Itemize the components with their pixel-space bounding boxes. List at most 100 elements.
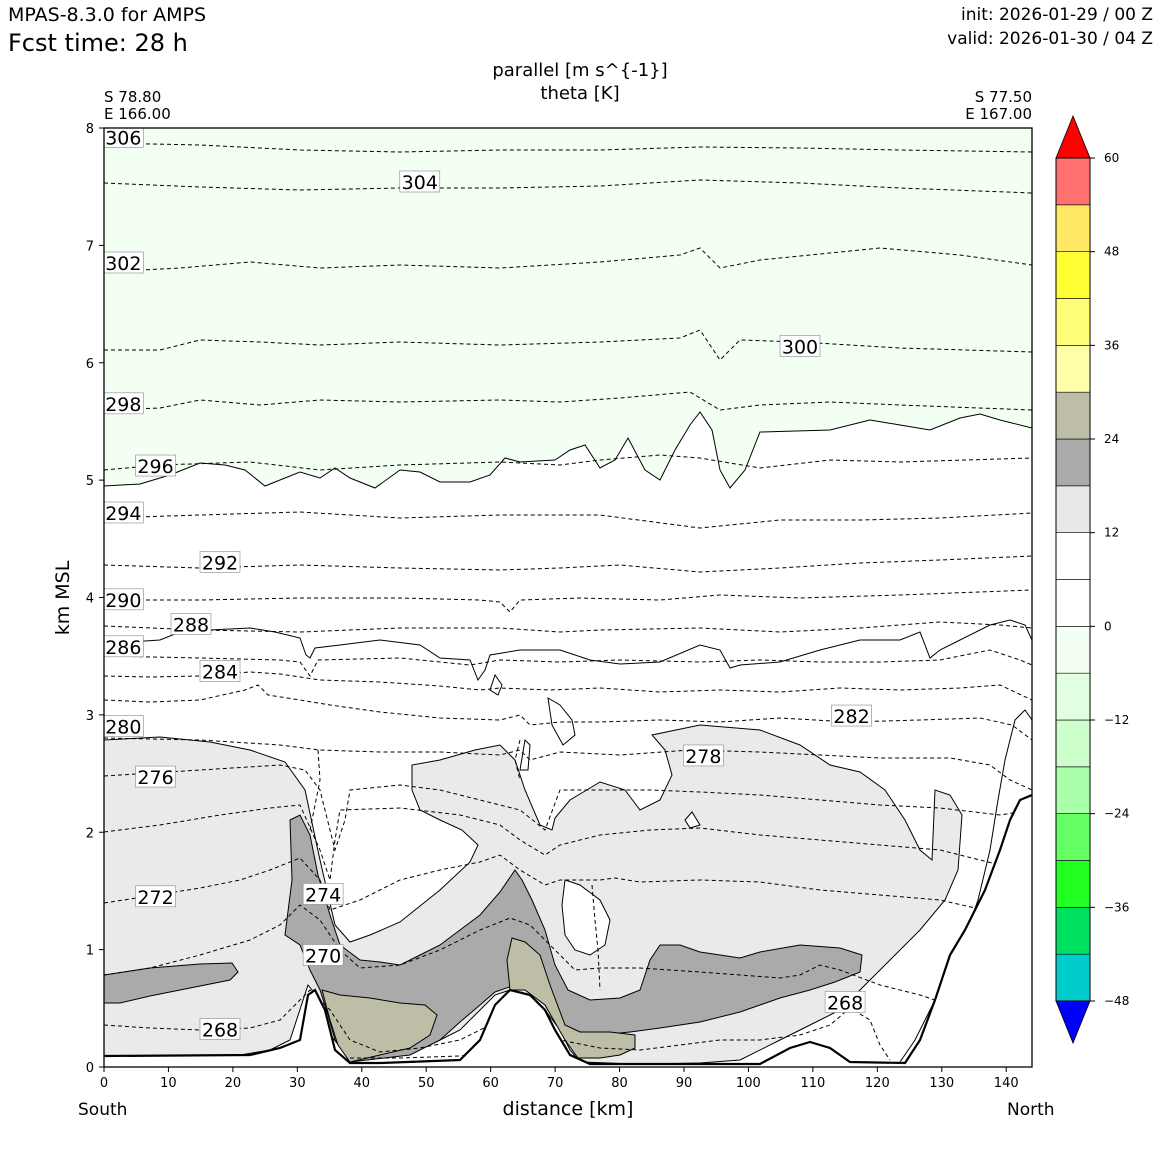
svg-text:280: 280 [105,717,141,739]
theta-contour-label: 284 [199,660,241,683]
svg-text:282: 282 [833,706,869,728]
x-tick-label: 140 [994,1076,1019,1091]
y-tick-label: 1 [86,944,94,959]
colorbar-segment [1055,157,1091,206]
svg-text:272: 272 [137,887,173,909]
end-lat: S 77.50 [974,88,1032,106]
svg-text:270: 270 [305,945,341,967]
zero-contour-mid [104,619,1032,682]
svg-text:274: 274 [305,884,341,906]
colorbar-tick-label: 0 [1104,619,1112,633]
y-axis: 0 1 2 3 4 5 6 7 8 [86,122,104,1076]
theta-contour-label: 276 [135,765,176,789]
y-tick-label: 6 [86,357,94,372]
init-time: init: 2026-01-29 / 00 Z [960,5,1153,25]
theta-contour-label: 294 [104,501,144,525]
colorbar-max-extend [1055,114,1091,159]
colorbar-segment [1055,438,1091,487]
x-tick-label: 50 [418,1076,435,1091]
colorbar-segment [1055,719,1091,768]
svg-text:302: 302 [105,253,141,275]
y-tick-label: 3 [86,709,94,724]
colorbar-tick-label: 12 [1104,526,1119,540]
terrain-outline [104,793,1032,1066]
x-axis: 0 10 20 30 40 50 60 70 80 90 100 110 120 130 140 [100,1067,1019,1091]
end-lon: E 167.00 [965,105,1032,123]
svg-text:288: 288 [173,614,209,636]
start-lat: S 78.80 [104,88,162,106]
svg-text:294: 294 [105,503,141,525]
y-tick-label: 5 [86,474,94,489]
theta-contour-label: 306 [104,128,144,149]
theta-contour-label: 292 [199,550,241,574]
south-label: South [78,1100,128,1120]
plot-area: 306 304 302 300 298 296 294 292 290 288 286 284 282 2… [104,128,1032,1067]
colorbar-segment [1055,251,1091,299]
colorbar-frame [1055,157,1091,1002]
colorbar-segment [1055,298,1091,346]
svg-text:268: 268 [202,1019,238,1041]
colorbar-segment [1055,626,1091,674]
shade-negative-weak [104,128,1032,488]
x-tick-label: 130 [929,1076,954,1091]
hole-3 [684,811,701,829]
x-tick-label: 0 [100,1076,108,1091]
theta-contour-label: 278 [683,744,724,768]
shade-positive-strong-2 [506,937,636,1059]
x-tick-label: 40 [354,1076,371,1091]
x-tick-label: 60 [482,1076,499,1091]
chart-title-line2: theta [K] [540,83,620,104]
theta-contour-label: 298 [104,392,144,416]
shade-positive-moderate [104,962,239,1004]
x-tick-label: 30 [289,1076,306,1091]
theta-contour-label: 296 [135,454,176,478]
svg-text:298: 298 [105,394,141,416]
svg-text:268: 268 [827,992,863,1014]
colorbar-tick-label: 60 [1104,151,1119,165]
theta-contour-label: 282 [831,704,872,728]
x-tick-label: 120 [865,1076,890,1091]
theta-contour-label: 280 [104,715,144,739]
colorbar-segment [1055,907,1091,955]
shade-positive-strong-1 [321,989,438,1063]
chart-title-line1: parallel [m s^{-1}] [492,60,668,81]
x-tick-label: 70 [547,1076,564,1091]
theta-contour-label: 268 [199,1018,241,1041]
x-tick-label: 10 [160,1076,177,1091]
terrain [104,795,1032,1067]
svg-text:304: 304 [402,172,438,194]
colorbar-segment [1055,672,1091,721]
colorbar-segment [1055,532,1091,580]
theta-contour-label: 288 [170,613,212,636]
theta-contour-label: 302 [104,251,144,275]
x-tick-label: 110 [800,1076,825,1091]
colorbar-tick-label: −36 [1104,900,1129,914]
theta-contour-label: 274 [302,883,344,906]
theta-contour-label: 286 [104,635,144,659]
svg-text:290: 290 [105,590,141,612]
x-tick-label: 90 [676,1076,693,1091]
y-tick-label: 0 [86,1061,94,1076]
zero-contour-right [899,709,1032,1063]
svg-text:292: 292 [202,552,238,574]
y-tick-label: 2 [86,826,94,841]
y-tick-label: 4 [86,592,94,607]
y-tick-label: 7 [86,239,94,254]
svg-text:278: 278 [685,746,721,768]
x-tick-label: 20 [225,1076,242,1091]
colorbar-tick-label: 48 [1104,245,1119,259]
valid-time: valid: 2026-01-30 / 04 Z [947,29,1153,49]
colorbar-segment [1055,953,1091,1002]
theta-contour-label: 268 [824,991,866,1014]
svg-text:284: 284 [202,661,238,683]
colorbar-tick-label: 24 [1104,432,1119,446]
x-axis-label: distance [km] [502,1098,634,1120]
colorbar-segment [1055,204,1091,252]
colorbar-segment [1055,391,1091,440]
zero-contour-upper [104,411,1032,489]
colorbar-tick-label: −48 [1104,994,1129,1008]
colorbar-tick-label: −12 [1104,713,1129,727]
north-label: North [1007,1100,1055,1120]
theta-contour-label: 270 [302,944,344,967]
